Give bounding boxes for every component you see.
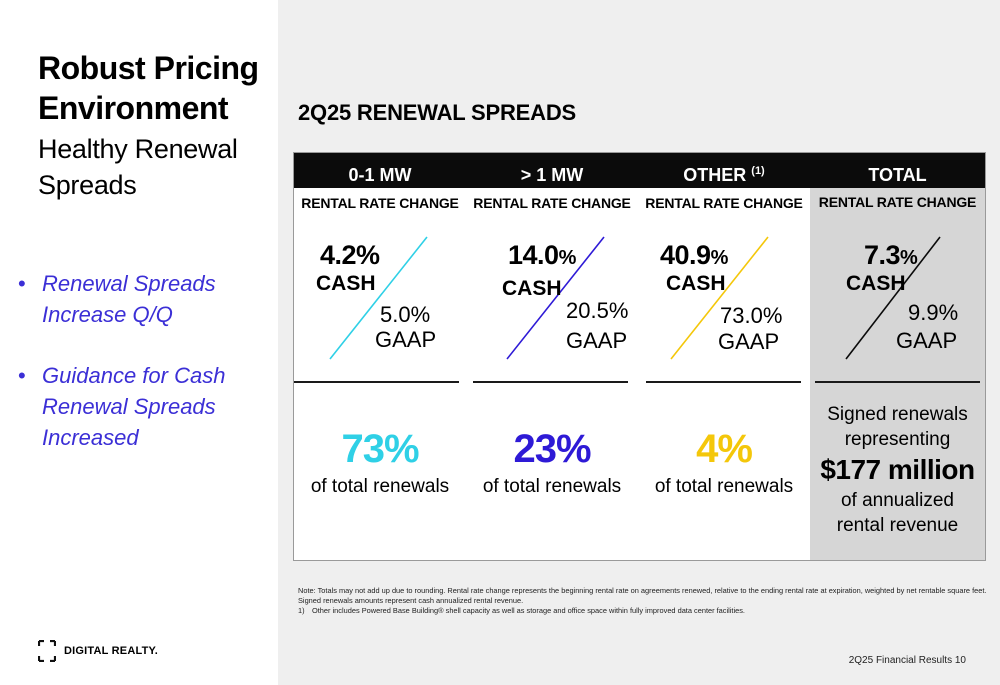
bullet-marker: •	[18, 363, 26, 388]
digital-realty-logo-icon	[38, 640, 56, 662]
bullet-marker: •	[18, 271, 26, 296]
gaap-value: 73.0%	[720, 303, 783, 328]
gaap-value: 20.5%	[566, 298, 629, 323]
note-line: of annualized	[840, 490, 955, 511]
section-title: 2Q25 RENEWAL SPREADS	[298, 100, 577, 125]
footnote-text: Other includes Powered Base Building® sh…	[312, 606, 745, 615]
left-panel: Robust Pricing Environment Healthy Renew…	[0, 0, 278, 685]
column-subheader: RENTAL RATE CHANGE	[645, 195, 803, 211]
gaap-value: 9.9%	[908, 300, 959, 325]
bullet-list: • Renewal Spreads Increase Q/Q • Guidanc…	[18, 268, 273, 483]
diagonal-divider	[670, 236, 769, 360]
row-divider	[815, 381, 980, 383]
column-gt-1mw: > 1 MW RENTAL RATE CHANGE 14.0% CASH 20.…	[466, 153, 638, 560]
bullet-item: • Renewal Spreads Increase Q/Q	[18, 268, 273, 330]
logo-text: DIGITAL REALTY.	[64, 645, 159, 657]
row-divider	[473, 381, 628, 383]
gaap-label: GAAP	[566, 328, 628, 353]
footnote-number: 1)	[298, 606, 305, 615]
cash-value: 4.2%	[320, 240, 380, 270]
diagonal-divider	[329, 236, 428, 360]
column-header: TOTAL	[868, 165, 927, 185]
row-divider	[646, 381, 801, 383]
share-percent: 73%	[341, 427, 419, 471]
bullet-text: Renewal Spreads Increase Q/Q	[42, 271, 216, 327]
footnote-1: 1) Other includes Powered Base Building®…	[298, 606, 988, 616]
bullet-text: Guidance for Cash Renewal Spreads Increa…	[42, 363, 226, 450]
page-subtitle: Healthy Renewal Spreads	[38, 134, 238, 200]
gaap-label: GAAP	[718, 329, 780, 354]
column-header: > 1 MW	[520, 165, 584, 185]
cash-value: 14.0%	[508, 240, 576, 270]
column-0-1mw: 0-1 MW RENTAL RATE CHANGE 4.2% CASH 5.0%…	[294, 153, 466, 560]
footnote-note: Note: Totals may not add up due to round…	[298, 586, 987, 605]
column-other: OTHER (1) RENTAL RATE CHANGE 40.9% CASH …	[638, 153, 810, 560]
gaap-label: GAAP	[375, 327, 437, 352]
column-subheader: RENTAL RATE CHANGE	[818, 194, 977, 210]
share-percent: 23%	[513, 427, 591, 471]
column-header: OTHER (1)	[683, 165, 765, 185]
cash-label: CASH	[316, 272, 376, 295]
cash-label: CASH	[846, 272, 906, 295]
page-title: Robust Pricing Environment	[38, 50, 259, 126]
share-note: of total renewals	[654, 476, 794, 497]
share-percent: 4%	[696, 427, 753, 471]
gaap-label: GAAP	[896, 328, 958, 353]
cash-value: 7.3%	[864, 240, 918, 270]
total-background	[810, 188, 985, 560]
note-line: representing	[844, 429, 951, 450]
note-line: Signed renewals	[827, 404, 968, 425]
page-footer: 2Q25 Financial Results 10	[848, 655, 966, 666]
column-header: 0-1 MW	[348, 165, 412, 185]
cash-label: CASH	[666, 272, 726, 295]
note-line: rental revenue	[836, 515, 959, 536]
signed-renewals-amount: $177 million	[820, 454, 975, 485]
signed-renewals-note: Signed renewals representing $177 millio…	[810, 402, 985, 538]
table-header-row	[294, 153, 985, 188]
company-logo: DIGITAL REALTY.	[38, 639, 158, 663]
column-subheader: RENTAL RATE CHANGE	[473, 195, 631, 211]
footnotes: Note: Totals may not add up due to round…	[298, 586, 988, 616]
column-total: TOTAL RENTAL RATE CHANGE 7.3% CASH 9.9% …	[810, 153, 985, 560]
diagonal-divider	[845, 236, 941, 360]
share-note: of total renewals	[310, 476, 450, 497]
renewal-spreads-table: 0-1 MW RENTAL RATE CHANGE 4.2% CASH 5.0%…	[293, 152, 986, 561]
gaap-value: 5.0%	[380, 302, 431, 327]
bullet-item: • Guidance for Cash Renewal Spreads Incr…	[18, 360, 273, 453]
share-note: of total renewals	[482, 476, 622, 497]
cash-label: CASH	[502, 277, 562, 300]
row-divider	[294, 381, 459, 383]
cash-value: 40.9%	[660, 240, 728, 270]
diagonal-divider	[506, 236, 605, 360]
column-subheader: RENTAL RATE CHANGE	[301, 195, 459, 211]
